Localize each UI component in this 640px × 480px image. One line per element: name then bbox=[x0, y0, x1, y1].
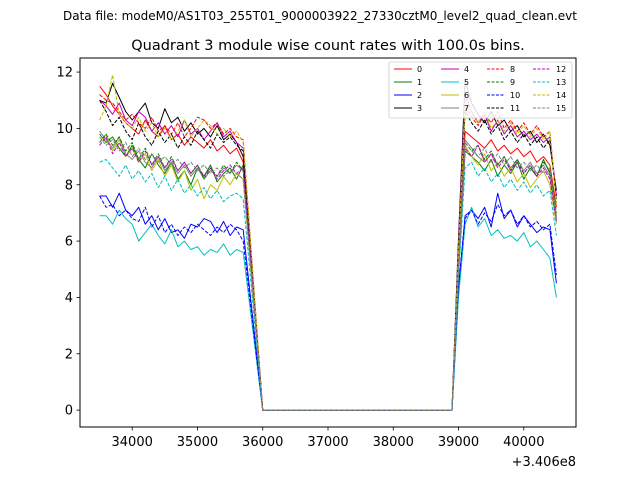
y-tick-label: 8 bbox=[65, 178, 73, 193]
legend-label-14: 14 bbox=[556, 91, 566, 100]
legend-label-7: 7 bbox=[464, 104, 469, 113]
series-line-5 bbox=[99, 206, 557, 411]
x-tick-label: 38000 bbox=[373, 435, 414, 450]
legend-label-12: 12 bbox=[556, 65, 566, 74]
legend-label-3: 3 bbox=[417, 104, 422, 113]
legend-label-10: 10 bbox=[510, 91, 520, 100]
legend-label-1: 1 bbox=[417, 78, 422, 87]
legend-label-13: 13 bbox=[556, 78, 566, 87]
x-axis-offset-label: +3.406e8 bbox=[512, 455, 576, 470]
legend-label-2: 2 bbox=[417, 91, 422, 100]
x-tick-label: 37000 bbox=[307, 435, 348, 450]
series-line-4 bbox=[99, 94, 557, 411]
series-line-7 bbox=[99, 130, 557, 411]
series-line-14 bbox=[99, 74, 557, 411]
series-line-0 bbox=[99, 85, 557, 411]
series-line-13 bbox=[99, 158, 557, 411]
y-tick-label: 12 bbox=[56, 66, 73, 81]
x-axis: 34000 35000 36000 37000 38000 39000 40000 bbox=[112, 427, 544, 450]
legend-label-11: 11 bbox=[510, 104, 520, 113]
legend-label-4: 4 bbox=[464, 65, 469, 74]
x-tick-label: 36000 bbox=[242, 435, 283, 450]
series-layer bbox=[99, 74, 557, 411]
chart-title: Quadrant 3 module wise count rates with … bbox=[131, 38, 525, 54]
series-line-1 bbox=[99, 133, 557, 411]
legend-label-0: 0 bbox=[417, 65, 422, 74]
x-tick-label: 34000 bbox=[112, 435, 153, 450]
y-tick-label: 10 bbox=[56, 122, 73, 137]
series-line-10 bbox=[99, 195, 557, 411]
y-tick-label: 6 bbox=[65, 235, 73, 250]
legend-label-6: 6 bbox=[464, 91, 469, 100]
legend-label-5: 5 bbox=[464, 78, 469, 87]
legend-label-9: 9 bbox=[510, 78, 515, 87]
y-tick-label: 4 bbox=[65, 291, 73, 306]
series-line-6 bbox=[99, 133, 557, 411]
y-axis: 0 2 4 6 8 10 12 bbox=[56, 66, 80, 419]
y-tick-label: 0 bbox=[65, 404, 73, 419]
legend-label-8: 8 bbox=[510, 65, 515, 74]
x-tick-label: 39000 bbox=[438, 435, 479, 450]
legend-label-15: 15 bbox=[556, 104, 566, 113]
legend-box bbox=[388, 61, 573, 119]
x-tick-label: 40000 bbox=[503, 435, 544, 450]
series-line-9 bbox=[99, 133, 557, 411]
series-line-11 bbox=[99, 100, 557, 411]
figure-suptitle: Data file: modeM0/AS1T03_255T01_90000039… bbox=[63, 9, 577, 23]
y-tick-label: 2 bbox=[65, 347, 73, 362]
series-line-8 bbox=[99, 94, 557, 411]
x-tick-label: 35000 bbox=[177, 435, 218, 450]
